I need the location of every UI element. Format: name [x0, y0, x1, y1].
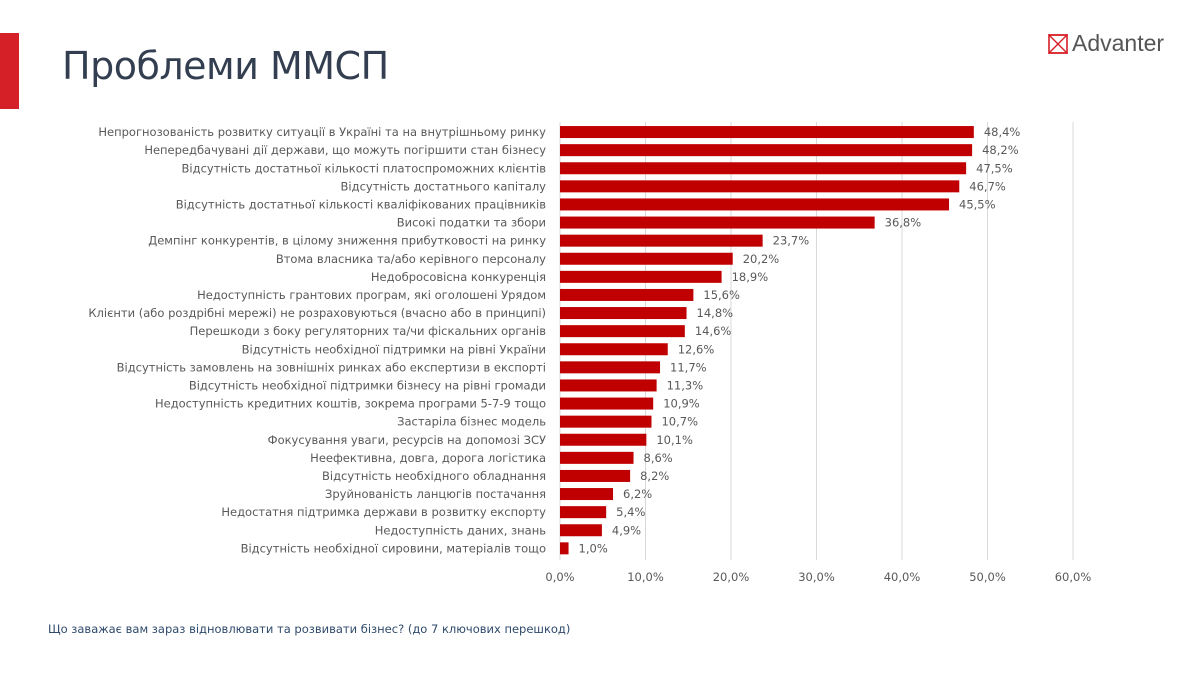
page-title: Проблеми ММСП: [62, 44, 389, 88]
category-label: Відсутність необхідної сировини, матеріа…: [241, 541, 546, 555]
bar: [560, 270, 722, 283]
data-label: 4,9%: [612, 523, 641, 537]
category-label: Недоступність даних, знань: [375, 523, 547, 537]
bar: [560, 180, 960, 193]
bar: [560, 469, 631, 482]
data-label: 23,7%: [773, 234, 810, 248]
bar: [560, 488, 614, 501]
data-label: 10,9%: [663, 397, 700, 411]
category-label: Відсутність необхідної підтримки бізнесу…: [189, 378, 546, 392]
category-label: Недоступність грантових програм, які ого…: [197, 288, 546, 302]
data-label: 10,7%: [661, 415, 698, 429]
data-label: 11,7%: [670, 360, 707, 374]
category-label: Неефективна, довга, дорога логістика: [310, 451, 546, 465]
data-label: 5,4%: [616, 505, 645, 519]
data-label: 1,0%: [579, 541, 608, 555]
bar: [560, 234, 763, 247]
data-label: 36,8%: [885, 216, 922, 230]
bar: [560, 325, 685, 338]
category-label: Відсутність замовлень на зовнішніх ринка…: [117, 360, 546, 374]
data-label: 12,6%: [678, 342, 715, 356]
category-label: Відсутність необхідного обладнання: [322, 469, 546, 483]
category-label: Відсутність необхідної підтримки на рівн…: [242, 342, 546, 356]
bar: [560, 379, 657, 392]
data-label: 8,2%: [640, 469, 669, 483]
category-label: Перешкоди з боку регуляторних та/чи фіск…: [190, 324, 547, 338]
data-label: 48,2%: [982, 143, 1019, 157]
category-label: Відсутність достатньої кількості платосп…: [182, 161, 547, 175]
category-label: Фокусування уваги, ресурсів на допомозі …: [268, 433, 546, 447]
category-label: Відсутність достатнього капіталу: [341, 179, 547, 193]
bar: [560, 506, 607, 519]
x-tick-label: 60,0%: [1055, 570, 1092, 584]
category-label: Недоступність кредитних коштів, зокрема …: [155, 397, 546, 411]
x-tick-label: 20,0%: [713, 570, 750, 584]
x-tick-label: 30,0%: [798, 570, 835, 584]
bar: [560, 415, 652, 428]
logo-icon: [1048, 33, 1068, 54]
category-label: Непрогнозованість розвитку ситуації в Ук…: [98, 125, 546, 139]
data-label: 14,8%: [697, 306, 734, 320]
category-label: Демпінг конкурентів, в цілому зниження п…: [148, 234, 546, 248]
bar: [560, 288, 694, 301]
category-label: Втома власника та/або керівного персонал…: [276, 252, 546, 266]
bar: [560, 397, 654, 410]
bar: [560, 126, 974, 139]
x-tick-label: 50,0%: [969, 570, 1006, 584]
data-label: 18,9%: [732, 270, 769, 284]
data-label: 11,3%: [667, 378, 704, 392]
bar: [560, 216, 875, 229]
data-label: 14,6%: [695, 324, 732, 338]
data-label: 47,5%: [976, 161, 1013, 175]
category-label: Непередбачувані дії держави, що можуть п…: [144, 143, 546, 157]
bar: [560, 343, 668, 356]
category-label: Недобросовісна конкуренція: [371, 270, 546, 284]
data-label: 8,6%: [644, 451, 673, 465]
x-tick-label: 0,0%: [545, 570, 574, 584]
category-label: Клієнти (або роздрібні мережі) не розрах…: [88, 306, 546, 320]
bar: [560, 198, 950, 211]
x-tick-label: 40,0%: [884, 570, 921, 584]
data-label: 15,6%: [703, 288, 740, 302]
bar: [560, 162, 967, 175]
footnote: Що заважає вам зараз відновлювати та роз…: [48, 622, 571, 636]
bar: [560, 524, 602, 537]
logo-text: Advanter: [1072, 30, 1165, 56]
data-label: 48,4%: [984, 125, 1021, 139]
bar: [560, 542, 569, 555]
data-label: 6,2%: [623, 487, 652, 501]
category-label: Застаріла бізнес модель: [397, 415, 546, 429]
data-label: 46,7%: [969, 179, 1006, 193]
bar: [560, 433, 647, 446]
data-label: 20,2%: [743, 252, 780, 266]
accent-bar: [0, 33, 19, 109]
data-label: 10,1%: [656, 433, 693, 447]
bar: [560, 144, 973, 157]
bar: [560, 361, 661, 374]
category-label: Недостатня підтримка держави в розвитку …: [221, 505, 546, 519]
bar: [560, 307, 687, 320]
data-label: 45,5%: [959, 197, 996, 211]
category-label: Високі податки та збори: [397, 216, 546, 230]
category-label: Зруйнованість ланцюгів постачання: [325, 487, 546, 501]
category-label: Відсутність достатньої кількості кваліфі…: [176, 197, 546, 211]
x-tick-label: 10,0%: [627, 570, 664, 584]
advanter-logo: Advanter: [1048, 30, 1164, 57]
bar: [560, 252, 733, 265]
bar: [560, 451, 634, 464]
